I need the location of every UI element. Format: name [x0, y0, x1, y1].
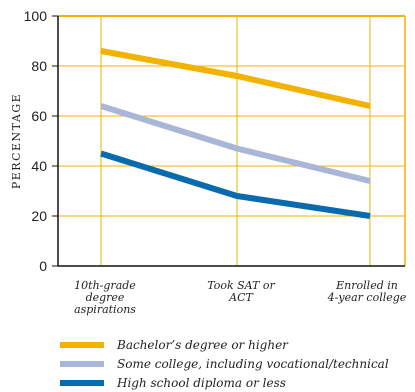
legend-swatch: [60, 361, 104, 367]
x-category-line: ACT: [228, 291, 254, 304]
legend: Bachelor’s degree or higher Some college,…: [60, 338, 389, 390]
series-line-2: [100, 103, 371, 184]
y-tick-label: 20: [31, 208, 47, 224]
grid: [58, 16, 405, 266]
y-tick-label: 60: [31, 108, 47, 124]
x-category-line: degree: [86, 291, 125, 304]
x-category-line: 10th-grade: [74, 279, 136, 292]
x-category-line: 4-year college: [327, 291, 407, 304]
y-axis-label: PERCENTAGE: [10, 93, 23, 189]
y-tick-label: 100: [24, 8, 48, 24]
y-tick-label: 40: [31, 158, 47, 174]
x-category-label: Took SAT or ACT: [207, 279, 275, 304]
legend-label: Some college, including vocational/techn…: [117, 357, 389, 371]
plot-frame: [57, 15, 406, 267]
series-line-1: [100, 48, 371, 109]
series-lines: [100, 48, 371, 219]
y-tick-label: 0: [39, 258, 47, 274]
series-line-3: [100, 150, 371, 219]
y-axis-ticks: 0 20 40 60 80 100: [24, 8, 58, 274]
x-category-line: Took SAT or: [207, 279, 275, 292]
x-category-line: Enrolled in: [335, 279, 398, 292]
x-category-label: 10th-grade degree aspirations: [74, 279, 136, 316]
legend-swatch: [60, 380, 104, 386]
legend-swatch: [60, 342, 104, 348]
legend-label: High school diploma or less: [116, 376, 286, 390]
legend-label: Bachelor’s degree or higher: [116, 338, 289, 352]
y-tick-label: 80: [31, 58, 47, 74]
x-category-line: aspirations: [74, 303, 136, 316]
x-category-label: Enrolled in 4-year college: [327, 279, 407, 304]
x-axis-categories: 10th-grade degree aspirations Took SAT or AC…: [74, 279, 407, 316]
